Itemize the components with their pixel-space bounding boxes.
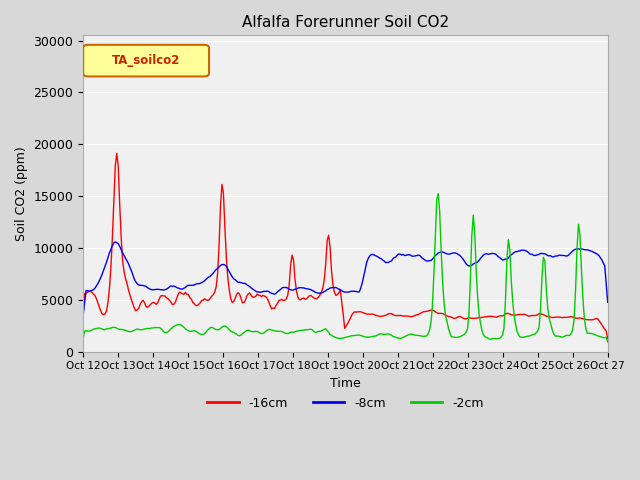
Title: Alfalfa Forerunner Soil CO2: Alfalfa Forerunner Soil CO2 (242, 15, 449, 30)
FancyBboxPatch shape (83, 45, 209, 76)
Text: TA_soilco2: TA_soilco2 (112, 54, 180, 67)
X-axis label: Time: Time (330, 377, 361, 390)
Legend: -16cm, -8cm, -2cm: -16cm, -8cm, -2cm (202, 392, 488, 415)
Y-axis label: Soil CO2 (ppm): Soil CO2 (ppm) (15, 146, 28, 241)
